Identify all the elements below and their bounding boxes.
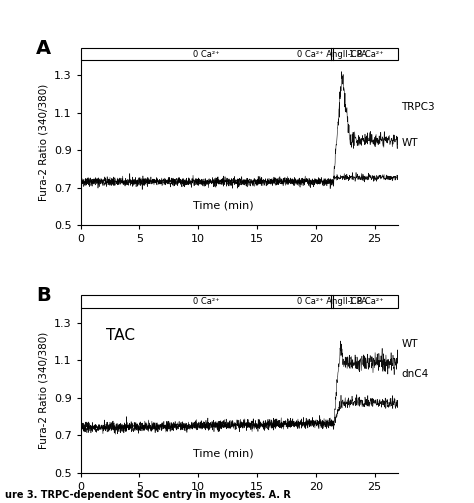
Y-axis label: Fura-2 Ratio (340/380): Fura-2 Ratio (340/380)	[38, 331, 48, 449]
Text: Time (min): Time (min)	[193, 201, 254, 211]
Bar	[81, 295, 398, 308]
Text: 0 Ca²⁺: 0 Ca²⁺	[192, 297, 219, 306]
Text: B: B	[36, 286, 51, 305]
Y-axis label: Fura-2 Ratio (340/380): Fura-2 Ratio (340/380)	[38, 84, 48, 202]
Text: ure 3. TRPC-dependent SOC entry in myocytes. A. R: ure 3. TRPC-dependent SOC entry in myocy…	[5, 490, 291, 500]
Text: dnC4: dnC4	[401, 369, 428, 379]
Text: TRPC3: TRPC3	[401, 102, 435, 112]
Text: 1.8 Ca²⁺: 1.8 Ca²⁺	[348, 50, 383, 59]
Bar	[81, 48, 398, 60]
Text: WT: WT	[401, 339, 418, 349]
Text: 0 Ca²⁺: 0 Ca²⁺	[192, 50, 219, 59]
Text: A: A	[36, 39, 51, 58]
Text: 1.8 Ca²⁺: 1.8 Ca²⁺	[348, 297, 383, 306]
Text: WT: WT	[401, 138, 418, 148]
Text: Time (min): Time (min)	[193, 448, 254, 458]
Text: TAC: TAC	[106, 327, 135, 343]
Text: 0 Ca²⁺ AngII-CPA: 0 Ca²⁺ AngII-CPA	[297, 50, 367, 59]
Text: 0 Ca²⁺ AngII-CPA: 0 Ca²⁺ AngII-CPA	[297, 297, 367, 306]
